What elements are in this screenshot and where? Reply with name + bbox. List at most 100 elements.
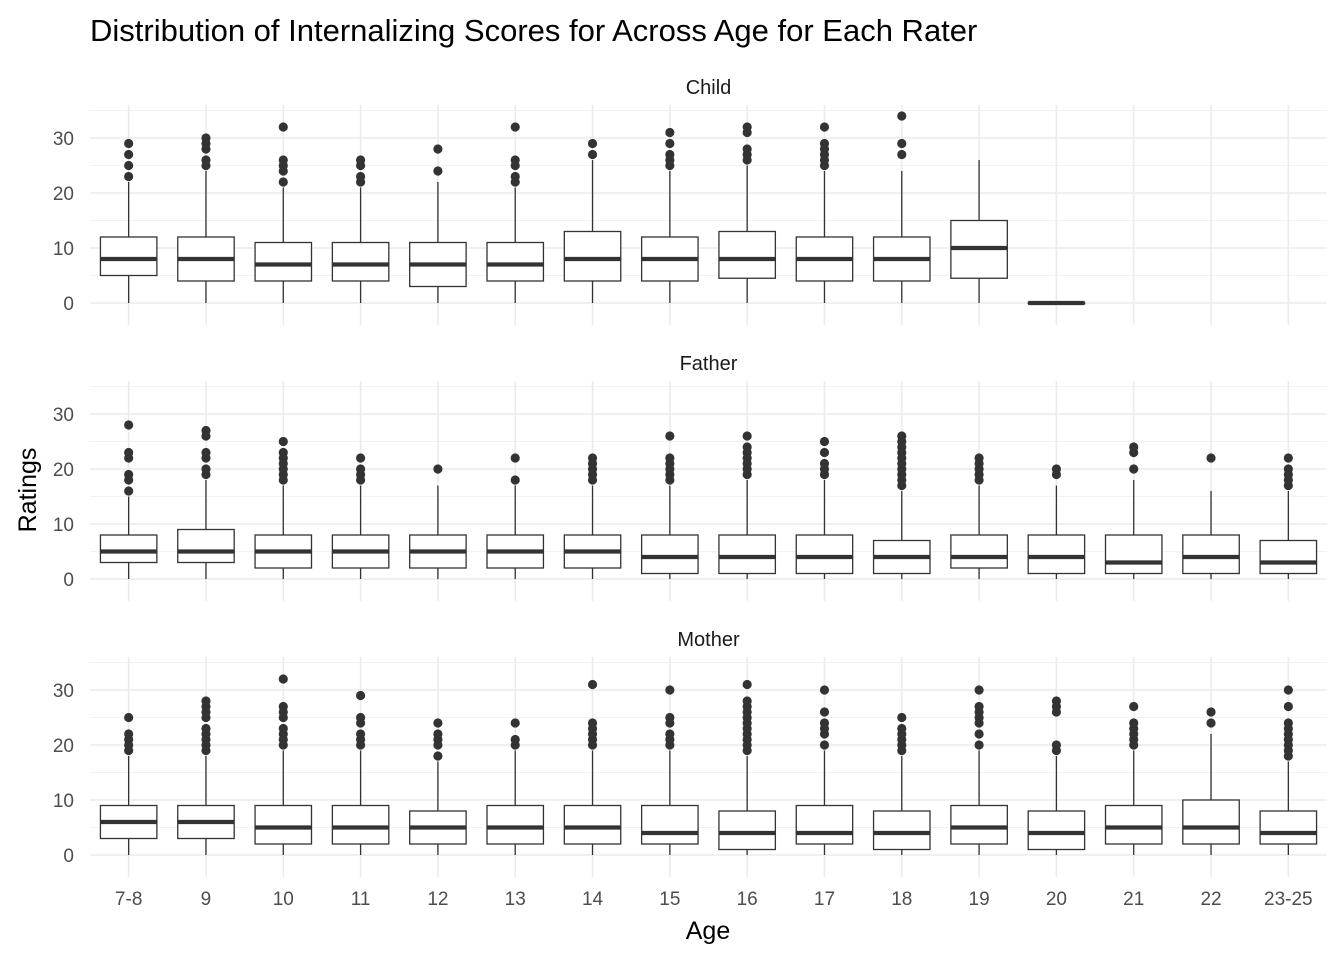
outlier-point <box>742 696 752 706</box>
outlier-point <box>355 464 366 474</box>
box-child-15 <box>640 127 699 303</box>
iqr-box <box>640 804 699 845</box>
outlier-point <box>897 111 907 121</box>
y-tick-label: 30 <box>53 405 74 426</box>
box-father-22 <box>1182 453 1240 579</box>
outlier-point <box>124 160 134 171</box>
outlier-point <box>124 447 134 458</box>
iqr-box <box>718 810 777 851</box>
outlier-point <box>1283 464 1293 474</box>
box-child-17 <box>795 122 854 303</box>
x-tick-label: 15 <box>659 889 680 910</box>
outlier-point <box>355 155 366 165</box>
iqr-box <box>1182 799 1240 845</box>
iqr-box <box>1104 534 1163 575</box>
iqr-box <box>1027 810 1086 851</box>
outlier-point <box>278 701 288 712</box>
box-child-7-8 <box>99 138 158 303</box>
outlier-point <box>201 464 211 474</box>
box-father-9 <box>177 425 235 579</box>
outlier-point <box>974 701 984 712</box>
outlier-point <box>974 729 984 739</box>
box-mother-15 <box>640 685 699 855</box>
box-mother-9 <box>177 696 235 855</box>
outlier-point <box>742 679 752 690</box>
facet-panel-father: Father 0 10 20 30 <box>53 353 1327 601</box>
y-tick-label: 10 <box>53 791 74 812</box>
outlier-point <box>897 723 907 734</box>
outlier-point <box>665 127 675 138</box>
box-mother-14 <box>563 679 622 855</box>
iqr-box <box>950 804 1008 845</box>
outlier-point <box>355 729 366 739</box>
box-child-19 <box>950 160 1008 303</box>
iqr-box <box>486 804 545 845</box>
x-tick-label: 17 <box>814 889 835 910</box>
facet-strip-label: Father <box>680 353 738 375</box>
x-tick-label: 18 <box>891 889 912 910</box>
outlier-point <box>1283 701 1293 712</box>
outlier-point <box>587 453 598 463</box>
outlier-point <box>587 718 598 728</box>
x-tick-label: 7-8 <box>115 889 142 910</box>
outlier-point <box>433 718 443 728</box>
x-tick-label: 12 <box>427 889 448 910</box>
outlier-point <box>355 453 366 463</box>
outlier-point <box>665 685 675 695</box>
iqr-box <box>254 241 313 282</box>
outlier-point <box>433 729 443 739</box>
outlier-point <box>974 685 984 695</box>
iqr-box <box>486 241 545 282</box>
box-child-13 <box>486 122 545 303</box>
outlier-point <box>278 674 288 684</box>
outlier-point <box>510 718 520 728</box>
outlier-point <box>124 712 134 723</box>
outlier-point <box>278 155 288 165</box>
y-tick-label: 30 <box>53 681 74 702</box>
x-tick-label: 16 <box>737 889 758 910</box>
outlier-point <box>510 475 520 485</box>
outlier-point <box>278 723 288 734</box>
box-mother-23-25 <box>1259 685 1318 855</box>
outlier-point <box>665 729 675 739</box>
outlier-point <box>355 712 366 723</box>
outlier-point <box>1051 740 1062 750</box>
outlier-point <box>124 420 134 430</box>
outlier-point <box>819 436 830 447</box>
outlier-point <box>819 740 830 750</box>
y-tick-label: 10 <box>53 515 74 536</box>
outlier-point <box>1129 718 1139 728</box>
outlier-point <box>1206 718 1216 728</box>
y-tick-label: 30 <box>53 129 74 150</box>
box-father-15 <box>640 431 699 579</box>
box-child-18 <box>872 111 931 303</box>
outlier-point <box>897 149 907 160</box>
outlier-point <box>665 453 675 463</box>
box-child-9 <box>177 133 235 303</box>
outlier-point <box>433 144 443 154</box>
outlier-point <box>433 464 443 474</box>
box-father-19 <box>950 453 1008 579</box>
box-mother-11 <box>331 690 390 855</box>
facet-strip-label: Mother <box>677 629 740 651</box>
x-tick-label: 20 <box>1046 889 1067 910</box>
outlier-point <box>897 431 907 441</box>
iqr-box <box>795 804 854 845</box>
outlier-point <box>510 155 520 165</box>
outlier-point <box>665 712 675 723</box>
outlier-point <box>665 149 675 160</box>
outlier-point <box>278 177 288 187</box>
outlier-point <box>278 122 288 132</box>
outlier-point <box>201 723 211 734</box>
box-mother-20 <box>1027 696 1086 855</box>
box-father-14 <box>563 453 622 579</box>
chart-title: Distribution of Internalizing Scores for… <box>90 13 977 48</box>
outlier-point <box>897 138 907 149</box>
outlier-point <box>201 447 211 458</box>
x-tick-label: 14 <box>582 889 604 910</box>
box-child-14 <box>563 138 622 303</box>
outlier-point <box>201 155 211 165</box>
facet-panel-mother: Mother 0 10 20 30 <box>53 629 1327 877</box>
y-axis-title: Ratings <box>14 448 42 533</box>
